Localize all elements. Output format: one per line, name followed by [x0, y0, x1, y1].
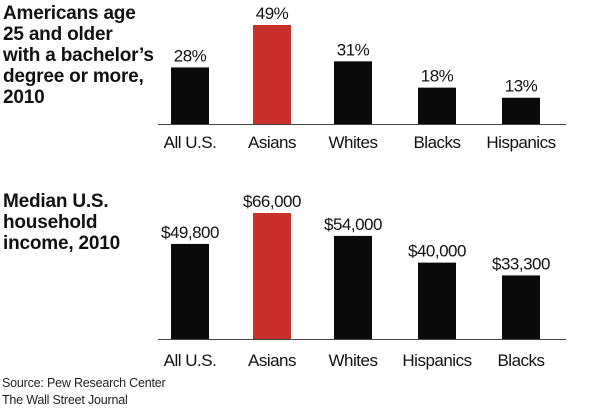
income-category-label: All U.S.	[164, 351, 217, 370]
edu-bar-blacks	[418, 87, 456, 124]
edu-category-label: All U.S.	[164, 133, 217, 152]
income-value-label: $66,000	[243, 192, 301, 211]
income-value-label: $49,800	[161, 223, 219, 242]
income-bar-whites	[334, 235, 372, 339]
edu-bar-hispanics	[502, 97, 540, 124]
edu-value-label: 28%	[174, 46, 207, 65]
education-chart-title: Americans age 25 and older with a bachel…	[3, 3, 154, 108]
income-chart-title: Median U.S. household income, 2010	[3, 191, 120, 254]
edu-value-label: 13%	[505, 77, 538, 96]
edu-bar-whites	[334, 61, 372, 124]
edu-category-label: Whites	[329, 133, 378, 152]
publisher-credit: The Wall Street Journal	[2, 393, 128, 407]
edu-category-label: Hispanics	[486, 133, 555, 152]
source-credit: Source: Pew Research Center	[2, 376, 166, 390]
income-value-label: $40,000	[408, 242, 466, 261]
income-bar-blacks	[502, 275, 540, 339]
income-category-label: Blacks	[497, 351, 544, 370]
edu-value-label: 49%	[256, 4, 289, 23]
income-bar-hispanics	[418, 262, 456, 339]
edu-bar-allus	[171, 67, 209, 124]
income-value-label: $54,000	[324, 215, 382, 234]
edu-category-label: Asians	[248, 133, 296, 152]
income-category-label: Hispanics	[402, 351, 471, 370]
income-category-label: Asians	[248, 351, 296, 370]
income-bar-asians	[253, 213, 291, 339]
edu-bar-asians	[253, 25, 291, 124]
income-value-label: $33,300	[492, 254, 550, 273]
income-category-label: Whites	[329, 351, 378, 370]
edu-value-label: 31%	[337, 40, 370, 59]
edu-value-label: 18%	[421, 67, 454, 86]
income-bar-allus	[171, 243, 209, 339]
edu-category-label: Blacks	[413, 133, 460, 152]
